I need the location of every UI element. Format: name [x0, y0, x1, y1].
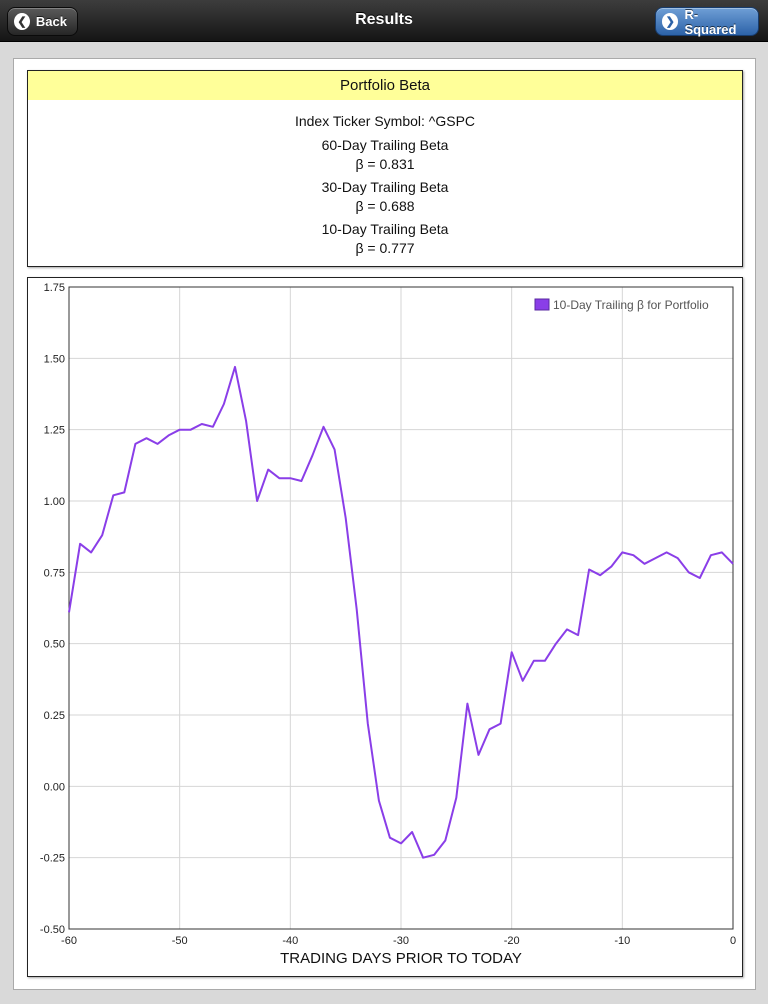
- beta-value: β = 0.688: [355, 198, 415, 214]
- y-tick-label: -0.25: [40, 853, 65, 865]
- back-button-label: Back: [35, 14, 67, 29]
- chevron-left-icon: ❮: [14, 13, 30, 30]
- y-tick-label: 1.75: [44, 282, 65, 294]
- beta-group-10: 10-Day Trailing Beta β = 0.777: [28, 220, 742, 258]
- x-axis-label: TRADING DAYS PRIOR TO TODAY: [280, 950, 522, 967]
- beta-group-60: 60-Day Trailing Beta β = 0.831: [28, 136, 742, 174]
- y-tick-label: 1.50: [44, 353, 65, 365]
- beta-label: 30-Day Trailing Beta: [321, 179, 449, 195]
- nav-bar: ❮ Back Results ❯ R-Squared: [0, 0, 768, 42]
- beta-chart-panel: -0.50 -0.25 0.00 0.25 0.50 0.75 1.00 1.25 1.50 1.…: [27, 277, 743, 977]
- x-tick-label: 0: [730, 935, 736, 947]
- x-tick-label: -10: [614, 935, 630, 947]
- y-tick-label: 1.00: [44, 496, 65, 508]
- y-tick-label: 0.00: [44, 781, 65, 793]
- x-tick-label: -50: [172, 935, 188, 947]
- results-content: Portfolio Beta Index Ticker Symbol: ^GSP…: [13, 58, 756, 990]
- x-tick-label: -20: [504, 935, 520, 947]
- y-tick-label: 0.25: [44, 710, 65, 722]
- page-title: Results: [355, 11, 413, 28]
- y-tick-label: -0.50: [40, 924, 65, 936]
- legend-swatch: [534, 298, 550, 311]
- beta-label: 60-Day Trailing Beta: [321, 137, 449, 153]
- back-button[interactable]: ❮ Back: [7, 7, 78, 36]
- y-tick-label: 0.50: [44, 639, 65, 651]
- r-squared-button[interactable]: ❯ R-Squared: [655, 6, 759, 37]
- series-line: [68, 365, 734, 859]
- beta-value: β = 0.831: [355, 156, 415, 172]
- legend-label: 10-Day Trailing β for Portfolio: [553, 298, 709, 312]
- y-tick-label: 0.75: [44, 567, 65, 579]
- portfolio-beta-panel: Portfolio Beta Index Ticker Symbol: ^GSP…: [27, 70, 743, 267]
- y-tick-label: 1.25: [44, 425, 65, 437]
- portfolio-beta-title: Portfolio Beta: [28, 71, 742, 100]
- beta-group-30: 30-Day Trailing Beta β = 0.688: [28, 178, 742, 216]
- chevron-right-icon: ❯: [662, 13, 679, 30]
- r-squared-button-label: R-Squared: [684, 6, 737, 37]
- x-tick-label: -60: [61, 935, 77, 947]
- beta-value: β = 0.777: [355, 240, 415, 256]
- index-ticker-line: Index Ticker Symbol: ^GSPC: [294, 113, 476, 129]
- x-tick-label: -40: [282, 935, 298, 947]
- beta-line-chart: -0.50 -0.25 0.00 0.25 0.50 0.75 1.00 1.25 1.50 1.…: [40, 282, 736, 967]
- beta-label: 10-Day Trailing Beta: [321, 221, 449, 237]
- beta-details: Index Ticker Symbol: ^GSPC 60-Day Traili…: [28, 100, 742, 258]
- x-tick-label: -30: [393, 935, 409, 947]
